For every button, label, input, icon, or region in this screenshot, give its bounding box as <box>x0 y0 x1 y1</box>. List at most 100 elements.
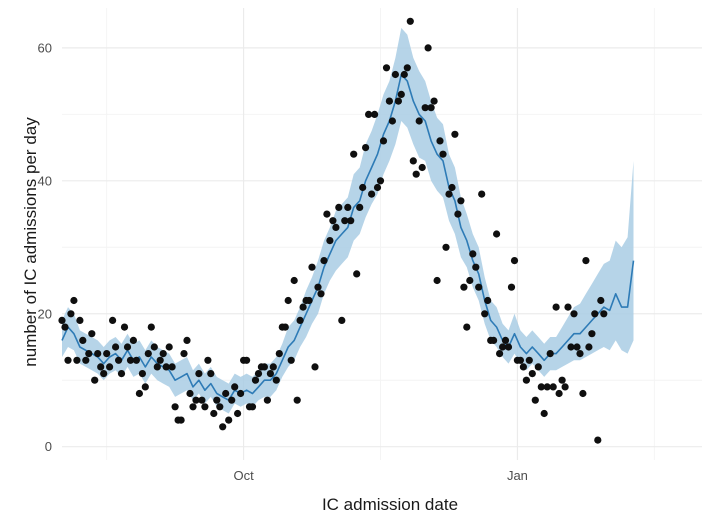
data-point <box>115 356 123 364</box>
data-point <box>594 436 602 444</box>
data-point <box>564 303 572 311</box>
data-point <box>281 323 289 331</box>
data-point <box>192 396 200 404</box>
data-point <box>549 383 557 391</box>
data-point <box>305 296 313 305</box>
data-point <box>371 110 379 118</box>
data-point <box>430 97 438 105</box>
data-point <box>287 356 295 364</box>
data-point <box>106 363 114 371</box>
data-point <box>103 350 111 358</box>
data-point <box>263 396 271 404</box>
data-point <box>588 330 596 338</box>
data-point <box>126 356 135 364</box>
data-point <box>138 370 146 378</box>
data-point <box>421 104 429 112</box>
data-point <box>350 150 358 158</box>
x-tick-label: Jan <box>507 468 528 483</box>
data-point <box>552 303 560 311</box>
data-point <box>481 310 489 318</box>
data-point <box>463 323 471 331</box>
data-point <box>451 130 459 138</box>
data-point <box>153 363 161 371</box>
data-point <box>64 356 72 364</box>
data-point <box>97 363 105 371</box>
data-point <box>144 350 152 358</box>
y-tick-label: 60 <box>38 40 52 55</box>
data-point <box>91 376 99 384</box>
data-point <box>85 350 93 358</box>
data-point <box>213 396 221 404</box>
data-point <box>394 97 402 105</box>
data-point <box>501 336 510 344</box>
data-point <box>320 257 328 265</box>
data-point <box>412 170 420 178</box>
data-point <box>308 263 316 271</box>
data-point <box>147 323 155 331</box>
data-point <box>326 237 334 245</box>
data-point <box>472 263 480 271</box>
data-point <box>388 117 396 125</box>
data-point <box>180 350 188 358</box>
data-point <box>454 210 462 218</box>
data-point <box>165 343 173 351</box>
data-point <box>58 316 66 324</box>
data-point <box>341 217 349 225</box>
x-axis-title: IC admission date <box>322 495 458 514</box>
data-point <box>317 290 325 298</box>
y-axis-title: number of IC admissions per day <box>21 117 40 367</box>
data-point <box>162 363 170 371</box>
data-point <box>67 310 75 318</box>
data-point <box>439 150 447 158</box>
data-point <box>433 276 441 285</box>
data-point <box>406 17 414 25</box>
data-point <box>243 356 251 364</box>
data-point <box>445 190 453 198</box>
data-point <box>510 257 519 265</box>
data-point <box>299 303 307 311</box>
y-tick-label: 20 <box>38 306 52 321</box>
data-point <box>269 363 277 371</box>
data-point <box>359 183 367 192</box>
data-point <box>204 356 212 364</box>
data-point <box>457 197 465 205</box>
data-point <box>150 343 158 351</box>
data-point <box>516 356 525 364</box>
grid-minor <box>62 8 702 460</box>
data-point <box>534 363 542 371</box>
data-point <box>171 403 179 411</box>
data-point <box>376 177 385 185</box>
data-point <box>266 370 274 378</box>
data-point <box>582 257 590 265</box>
x-tick-labels: Oct Jan <box>233 468 527 483</box>
data-point <box>475 283 483 291</box>
data-point <box>525 356 533 364</box>
data-point <box>362 144 370 152</box>
data-point <box>507 283 516 291</box>
data-point <box>576 350 584 358</box>
data-point <box>141 383 149 391</box>
data-point <box>499 343 507 351</box>
data-point <box>427 104 435 112</box>
data-point <box>347 217 355 225</box>
grid-major <box>62 8 702 460</box>
data-point <box>177 416 185 424</box>
data-point <box>251 376 260 384</box>
data-point <box>76 316 84 324</box>
data-point <box>382 64 391 72</box>
data-point <box>228 396 236 404</box>
data-point <box>254 370 263 378</box>
data-point <box>591 310 599 318</box>
data-point <box>597 296 605 305</box>
data-point <box>385 97 393 105</box>
data-point <box>123 343 132 351</box>
data-point <box>353 270 361 278</box>
data-point <box>237 389 245 398</box>
data-point <box>189 403 197 411</box>
data-point <box>73 356 81 364</box>
data-point <box>293 396 301 404</box>
data-point <box>546 350 554 358</box>
observed-points-layer <box>58 17 608 444</box>
data-point <box>561 383 569 391</box>
